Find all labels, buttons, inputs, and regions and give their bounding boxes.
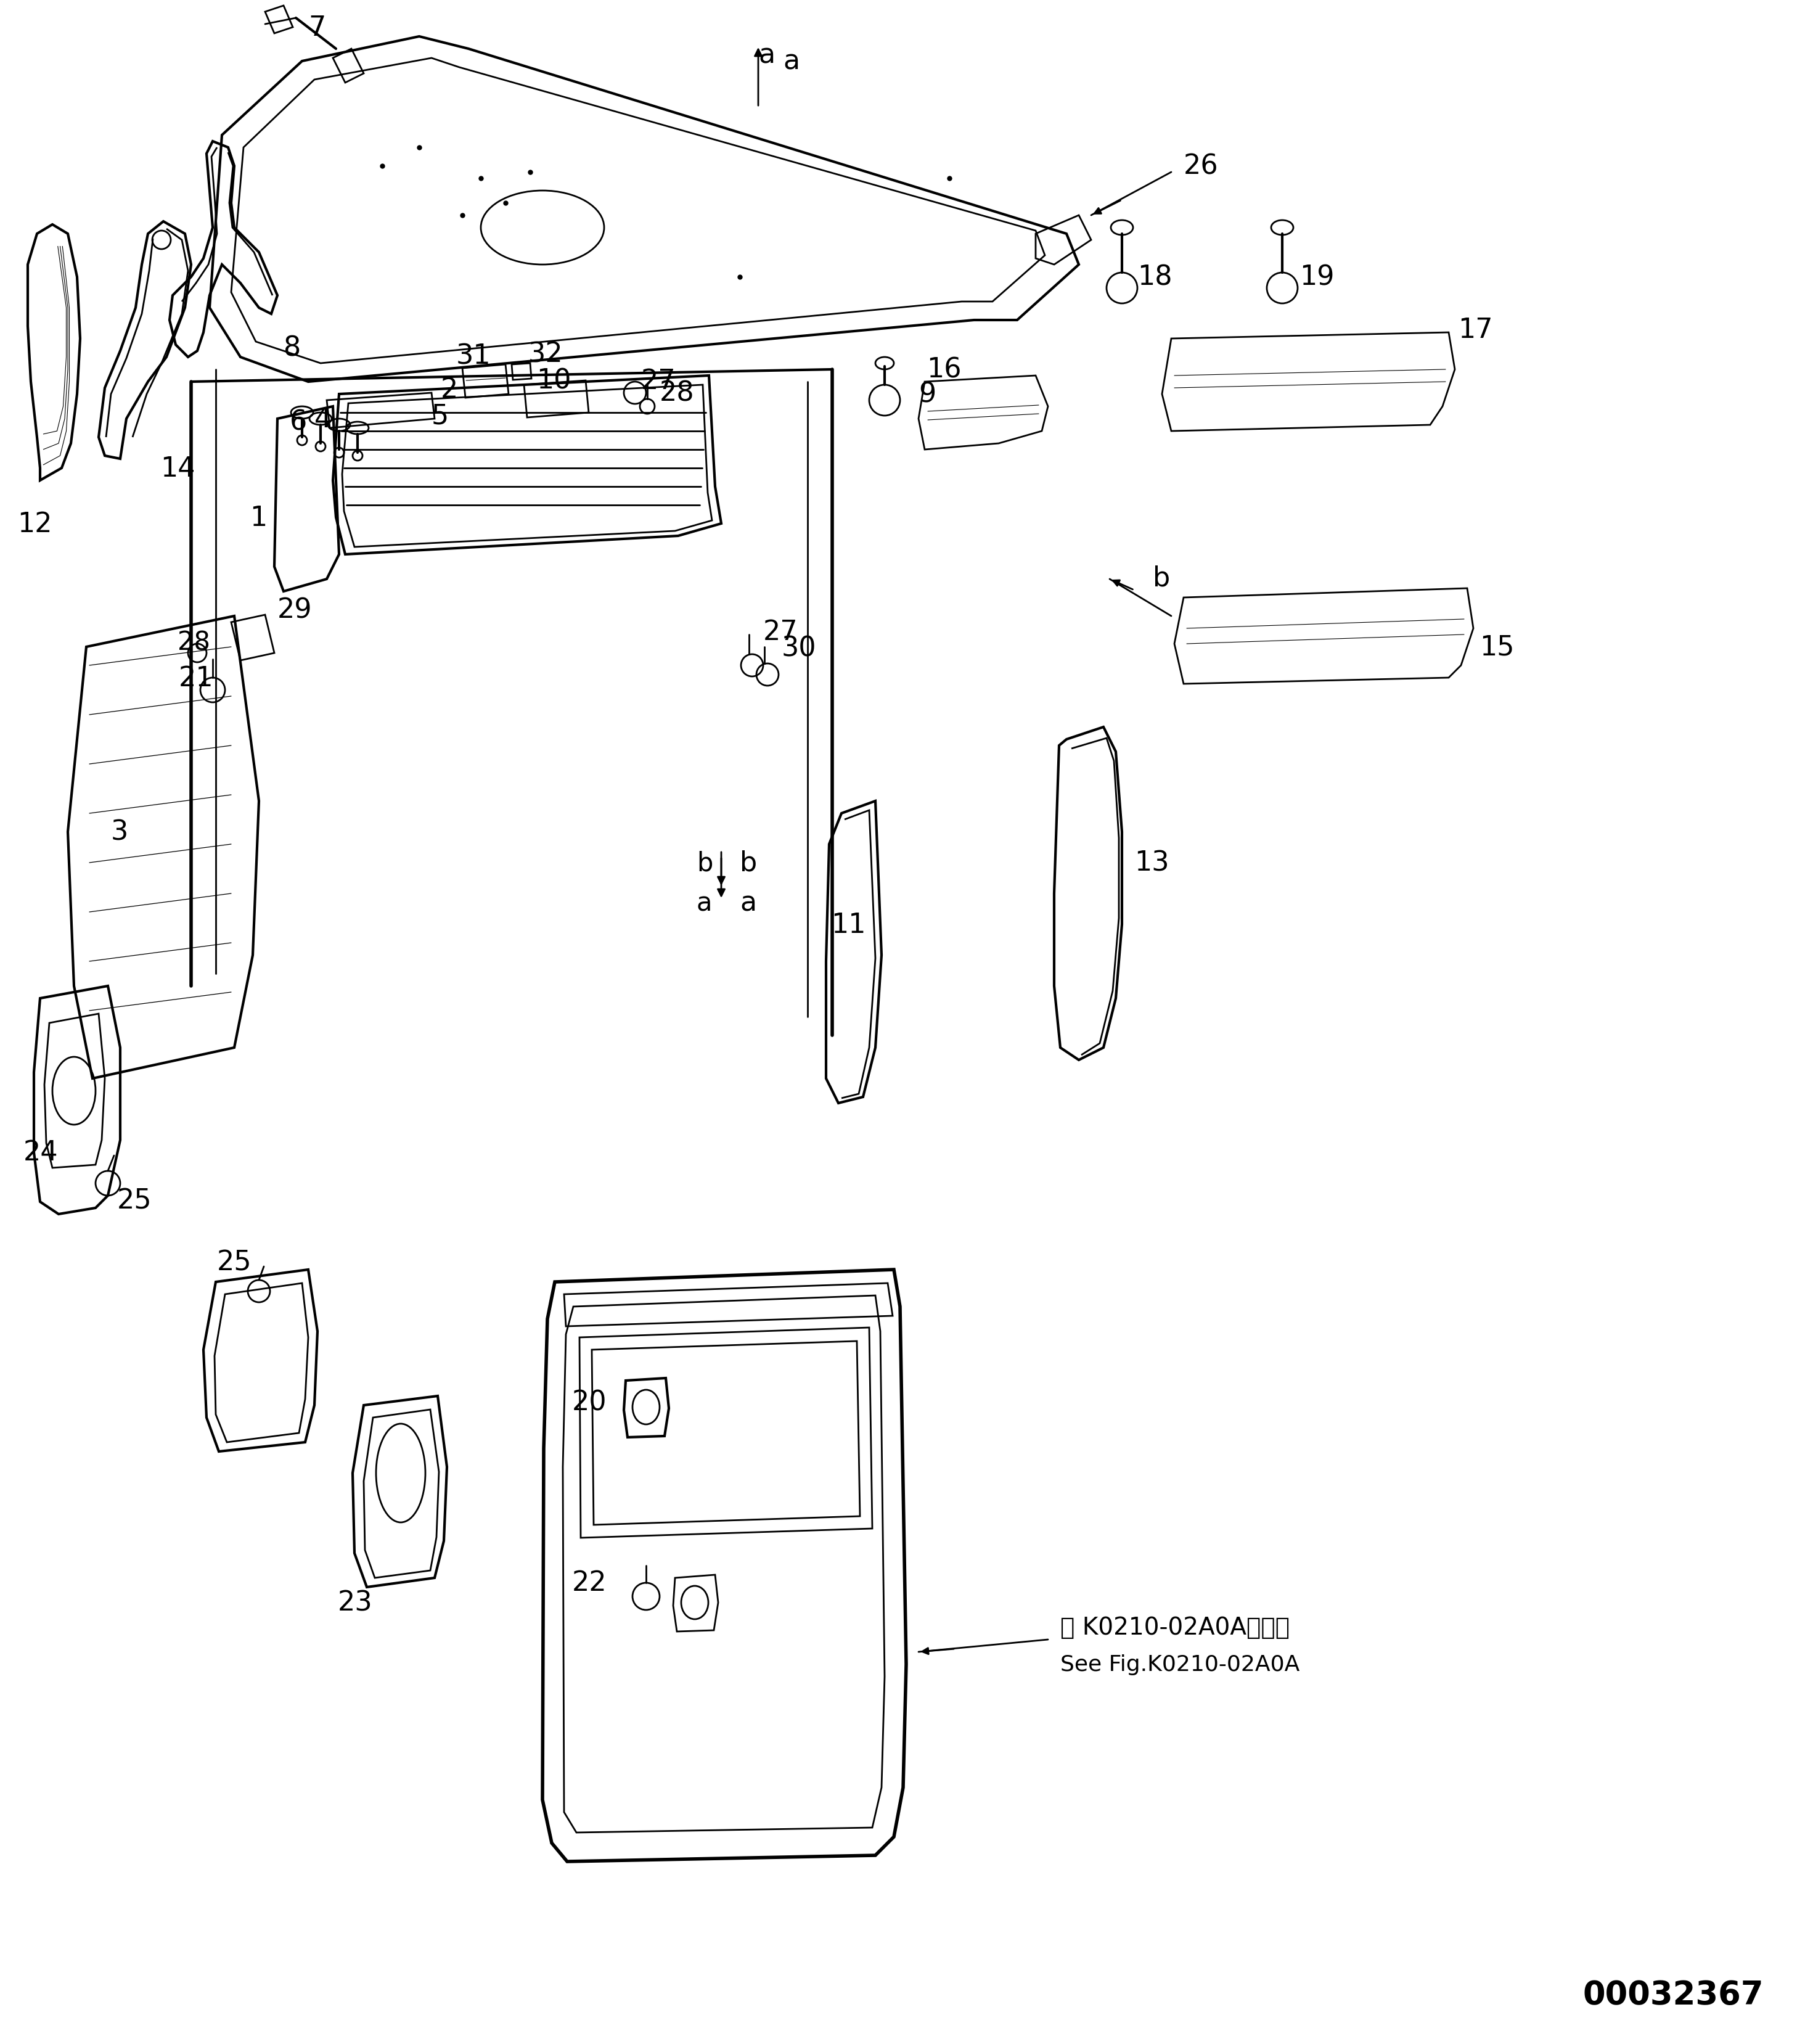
- Text: a: a: [740, 889, 756, 916]
- Text: 31: 31: [457, 343, 491, 370]
- Text: 23: 23: [337, 1590, 373, 1617]
- Text: 28: 28: [178, 630, 210, 656]
- Text: 10: 10: [537, 368, 571, 394]
- Text: 15: 15: [1479, 634, 1514, 660]
- Text: 8: 8: [283, 335, 301, 362]
- Text: 16: 16: [926, 356, 961, 382]
- Text: a: a: [758, 43, 774, 69]
- Text: 25: 25: [118, 1188, 152, 1214]
- Text: 28: 28: [660, 380, 694, 407]
- Text: a: a: [696, 889, 713, 916]
- Text: 18: 18: [1137, 264, 1173, 290]
- Text: 00032367: 00032367: [1583, 1979, 1764, 2011]
- Text: a: a: [783, 49, 800, 76]
- Text: 13: 13: [1135, 850, 1169, 877]
- Text: 19: 19: [1300, 264, 1334, 290]
- Text: 14: 14: [160, 456, 196, 482]
- Text: b: b: [696, 850, 713, 877]
- Text: 6: 6: [290, 409, 306, 435]
- Text: 29: 29: [277, 597, 312, 623]
- Text: See Fig.K0210-02A0A: See Fig.K0210-02A0A: [1061, 1654, 1300, 1674]
- Text: 7: 7: [308, 14, 326, 41]
- Text: 11: 11: [830, 912, 867, 938]
- Text: 9: 9: [919, 382, 936, 407]
- Text: b: b: [1153, 564, 1169, 591]
- Text: b: b: [740, 850, 758, 877]
- Text: 32: 32: [528, 341, 564, 368]
- Text: 第 K0210-02A0A図参照: 第 K0210-02A0A図参照: [1061, 1615, 1289, 1639]
- Text: 4: 4: [314, 407, 332, 433]
- Text: 3: 3: [111, 820, 129, 846]
- Text: 1: 1: [250, 505, 267, 531]
- Text: 2: 2: [441, 376, 459, 403]
- Text: 22: 22: [573, 1570, 607, 1596]
- Text: 21: 21: [179, 664, 214, 691]
- Text: 17: 17: [1458, 317, 1492, 343]
- Text: 30: 30: [781, 636, 816, 662]
- Text: 5: 5: [431, 403, 450, 429]
- Text: 20: 20: [573, 1390, 607, 1416]
- Text: 27: 27: [642, 368, 676, 394]
- Text: 25: 25: [218, 1249, 252, 1275]
- Text: 27: 27: [763, 619, 798, 646]
- Text: 12: 12: [18, 511, 53, 538]
- Text: 26: 26: [1184, 153, 1218, 180]
- Text: 24: 24: [24, 1139, 58, 1165]
